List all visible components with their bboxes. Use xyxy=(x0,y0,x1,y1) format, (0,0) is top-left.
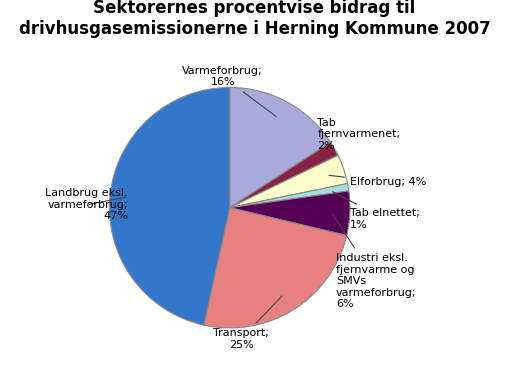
Wedge shape xyxy=(230,87,331,208)
Wedge shape xyxy=(109,87,230,325)
Wedge shape xyxy=(204,208,347,328)
Text: Transport;
25%: Transport; 25% xyxy=(213,296,282,350)
Title: Sektorernes procentvise bidrag til
drivhusgasemissionerne i Herning Kommune 2007: Sektorernes procentvise bidrag til drivh… xyxy=(19,0,490,38)
Text: Landbrug eksl.
varmeforbrug;
47%: Landbrug eksl. varmeforbrug; 47% xyxy=(45,188,128,222)
Text: Tab elnettet;
1%: Tab elnettet; 1% xyxy=(332,192,420,230)
Text: Tab
fjernvarmenet;
2%: Tab fjernvarmenet; 2% xyxy=(318,117,401,156)
Wedge shape xyxy=(230,142,338,208)
Wedge shape xyxy=(230,191,350,236)
Wedge shape xyxy=(230,183,349,208)
Wedge shape xyxy=(230,155,348,208)
Text: Industri eksl.
fjernvarme og
SMVs
varmeforbrug;
6%: Industri eksl. fjernvarme og SMVs varmef… xyxy=(333,215,416,309)
Text: Elforbrug; 4%: Elforbrug; 4% xyxy=(329,176,426,187)
Text: Varmeforbrug;
16%: Varmeforbrug; 16% xyxy=(182,66,276,117)
